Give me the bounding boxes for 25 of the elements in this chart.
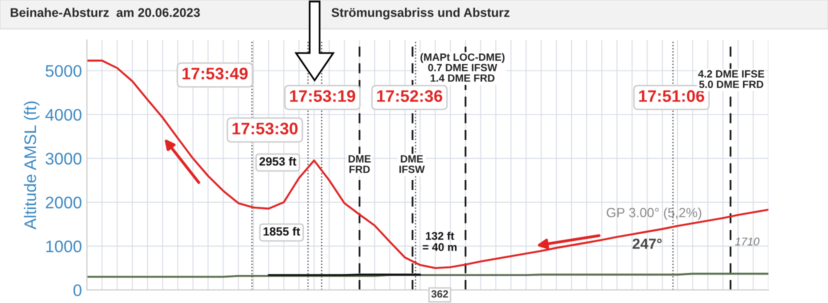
annotation: DME FRD [348, 155, 371, 173]
chart-title: Beinahe-Absturz am 20.06.2023 [10, 8, 200, 18]
annotation: 17:53:30 [232, 122, 298, 134]
y-tick-label: 5000 [46, 65, 82, 77]
annotation: 2953 ft [259, 156, 296, 166]
y-tick-label: 4000 [45, 108, 82, 121]
annotation: 17:53:19 [290, 90, 356, 102]
annotation: 1710 [735, 238, 760, 246]
annotation: 17:52:36 [377, 90, 442, 102]
annotation: (MAPt LOC-DME) 0.7 DME IFSW 1.4 DME FRD [420, 53, 504, 82]
y-tick-label: 0 [73, 284, 82, 296]
annotation: 1855 ft [264, 226, 300, 236]
y-tick-label: 1000 [46, 240, 82, 252]
chart-subtitle: Strömungsabriss und Absturz [332, 8, 510, 20]
annotation: 4.2 DME IFSE 5.0 DME FRD [698, 70, 764, 88]
annotation: 247° [632, 238, 662, 249]
annotation: DME IFSW [399, 155, 425, 174]
annotation: 17:53:49 [182, 68, 248, 80]
y-tick-label: 2000 [46, 196, 82, 208]
annotation: 132 ft = 40 m [422, 232, 457, 252]
annotation: GP 3.00° (5,2%) [606, 208, 702, 220]
annotation: 17:51:06 [639, 90, 704, 102]
text: 362 [431, 290, 448, 298]
y-axis-title: Altitude AMSL (ft) [24, 101, 40, 230]
y-tick-label: 3000 [46, 152, 82, 165]
